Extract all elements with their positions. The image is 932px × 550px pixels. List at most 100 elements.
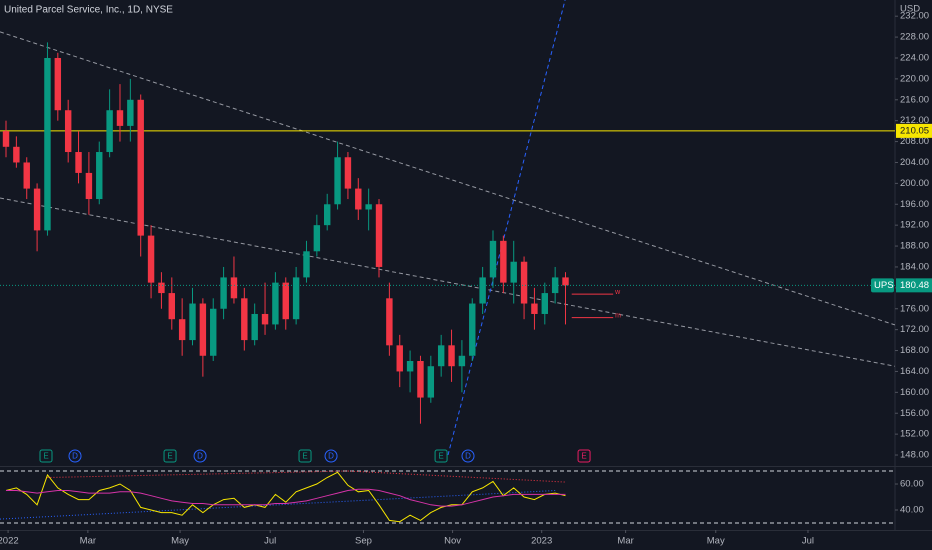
y-tick-label: 60.00 — [900, 479, 924, 490]
trend-line — [0, 197, 895, 367]
y-tick-label: 160.00 — [900, 387, 929, 398]
event-marker — [298, 449, 312, 463]
x-tick-label: Sep — [355, 536, 372, 547]
x-tick-label: Jul — [264, 536, 276, 547]
candle-body — [44, 57, 51, 231]
candle-body — [168, 293, 176, 320]
price-pane: wm — [0, 0, 895, 456]
event-marker — [577, 449, 591, 463]
divergence-line — [47, 470, 348, 479]
candle-body — [199, 303, 207, 356]
candle-body — [489, 240, 497, 278]
candle-body — [469, 303, 476, 356]
y-tick-label: 40.00 — [900, 505, 924, 516]
price-label-box — [896, 123, 932, 138]
candle-body — [85, 172, 93, 200]
last-price-label: 180.48 — [900, 280, 929, 291]
oscillator-line — [6, 488, 566, 507]
y-tick-label: 232.00 — [900, 11, 929, 22]
candle-body — [210, 308, 217, 356]
symbol-box — [871, 278, 894, 293]
candle-body — [106, 110, 113, 153]
candle-body — [406, 360, 414, 372]
x-tick-label: Nov — [444, 536, 461, 547]
candle-body — [13, 146, 20, 163]
event-label: E — [581, 452, 586, 461]
candle-body — [500, 240, 507, 283]
divergence-line — [347, 470, 566, 483]
candle-body — [147, 235, 155, 283]
event-label: D — [465, 452, 471, 461]
candle-body — [344, 157, 352, 189]
candle-body — [292, 277, 300, 320]
x-tick-label: Jul — [802, 536, 814, 547]
candle-body — [158, 282, 165, 294]
y-tick-label: 176.00 — [900, 303, 929, 314]
chart-title: United Parcel Service, Inc., 1D, NYSE — [4, 5, 173, 16]
oscillator-line — [5, 471, 566, 523]
candle-body — [96, 152, 103, 200]
y-tick-label: 220.00 — [900, 73, 929, 84]
candle-body — [230, 277, 238, 299]
candle-body — [458, 355, 466, 367]
candle-body — [479, 277, 486, 304]
candle-body — [417, 360, 424, 398]
price-label: 210.05 — [900, 125, 929, 136]
candle-body — [251, 313, 258, 341]
y-tick-label: 192.00 — [900, 220, 929, 231]
currency-label: USD — [900, 4, 920, 15]
candle-body — [178, 319, 186, 341]
y-tick-label: 164.00 — [900, 366, 929, 377]
y-tick-label: 196.00 — [900, 199, 929, 210]
candle-body — [562, 277, 569, 286]
event-marker — [193, 449, 207, 463]
candle-body — [116, 110, 124, 126]
event-marker — [39, 449, 53, 463]
x-tick-label: 2022 — [0, 536, 19, 547]
x-tick-label: Mar — [617, 536, 633, 547]
trend-line — [447, 0, 566, 456]
y-tick-label: 216.00 — [900, 94, 929, 105]
candle-body — [272, 282, 279, 325]
candle-body — [282, 282, 289, 320]
candle-body — [241, 298, 248, 341]
trend-line — [0, 31, 895, 326]
candle-body — [313, 225, 321, 252]
x-tick-label: Mar — [80, 536, 96, 547]
event-marker — [68, 449, 82, 463]
candle-body — [334, 157, 341, 205]
symbol-label: UPS — [874, 280, 894, 291]
y-tick-label: 152.00 — [900, 429, 929, 440]
candle-body — [520, 261, 528, 304]
candle-body — [437, 345, 445, 367]
candle-body — [396, 345, 403, 372]
y-tick-label: 228.00 — [900, 32, 929, 43]
event-label: E — [302, 452, 307, 461]
y-tick-label: 184.00 — [900, 261, 929, 272]
candle-body — [375, 204, 383, 267]
event-marker — [461, 449, 475, 463]
event-label: E — [167, 452, 172, 461]
candle-body — [137, 99, 144, 236]
candle-body — [261, 313, 269, 325]
event-label: D — [72, 452, 78, 461]
last-price-box — [896, 278, 932, 293]
y-tick-label: 156.00 — [900, 408, 929, 419]
oscillator-pane — [0, 470, 895, 524]
event-marker — [163, 449, 177, 463]
x-tick-label: May — [171, 536, 189, 547]
y-tick-label: 188.00 — [900, 241, 929, 252]
y-tick-label: 212.00 — [900, 115, 929, 126]
y-tick-label: 168.00 — [900, 345, 929, 356]
candle-body — [448, 345, 455, 367]
event-marker — [434, 449, 448, 463]
y-tick-label: 208.00 — [900, 136, 929, 147]
event-label: E — [438, 452, 443, 461]
event-marker — [324, 449, 338, 463]
y-tick-label: 224.00 — [900, 53, 929, 64]
candle-body — [64, 110, 72, 153]
y-tick-label: 148.00 — [900, 450, 929, 461]
candle-body — [531, 303, 538, 314]
candle-body — [323, 204, 331, 226]
